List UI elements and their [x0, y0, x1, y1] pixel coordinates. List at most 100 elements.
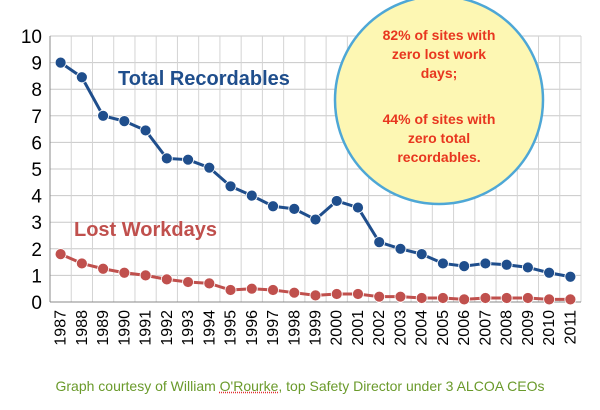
x-tick-label: 2008 [499, 310, 516, 346]
data-point [309, 289, 322, 302]
axes [49, 36, 581, 303]
data-point [415, 292, 428, 304]
x-tick-labels: 1987 1988 1989 1990 1991 1992 1993 1994 1995 1996… [53, 310, 580, 346]
credit-text-after: , top Safety Director under 3 ALCOA CEOs [278, 378, 545, 394]
x-tick-label: 1987 [53, 310, 70, 346]
data-point [309, 213, 322, 226]
y-tick-label: 1 [31, 266, 42, 287]
data-point [245, 189, 258, 202]
x-tick-label: 1994 [201, 310, 218, 346]
data-point [224, 284, 237, 296]
data-point [97, 262, 109, 275]
data-point [182, 153, 194, 166]
data-point [54, 56, 67, 69]
data-point [245, 282, 258, 295]
credit-text-before: Graph courtesy of William [55, 378, 220, 394]
y-tick-label: 7 [31, 107, 42, 128]
data-point [522, 292, 534, 304]
callout-line-4: 44% of sites with [383, 111, 496, 127]
x-tick-label: 1998 [286, 310, 303, 346]
x-tick-label: 1995 [223, 310, 240, 346]
x-tick-label: 1996 [244, 310, 261, 346]
y-tick-label: 6 [31, 133, 42, 154]
data-point [288, 286, 301, 299]
data-point [54, 248, 67, 261]
y-tick-label: 3 [31, 213, 42, 234]
data-point [479, 257, 492, 270]
data-point [394, 290, 407, 303]
y-tick-label: 0 [31, 293, 42, 314]
data-point [330, 195, 343, 207]
data-point [479, 292, 492, 304]
y-tick-label: 9 [31, 54, 42, 75]
x-tick-label: 1992 [159, 310, 176, 346]
y-tick-label: 5 [31, 160, 42, 181]
x-tick-label: 1989 [95, 310, 112, 346]
callout-line-6: recordables. [397, 149, 480, 165]
x-tick-label: 1988 [74, 310, 91, 346]
data-point [500, 292, 513, 304]
y-tick-label: 10 [21, 27, 42, 48]
callout-line-1: 82% of sites with [383, 27, 496, 43]
y-tick-labels: 0 1 2 3 4 5 6 7 8 9 10 [21, 27, 43, 314]
data-point [288, 202, 301, 215]
series-lines [54, 56, 577, 306]
x-tick-label: 2009 [520, 310, 537, 346]
data-point [75, 257, 88, 270]
x-tick-label: 2000 [329, 310, 346, 346]
x-tick-label: 1990 [116, 310, 133, 346]
data-point [458, 293, 471, 306]
y-tick-label: 8 [31, 80, 42, 101]
x-tick-label: 1993 [180, 310, 197, 346]
x-tick-label: 1991 [138, 310, 155, 346]
y-tick-label: 2 [31, 240, 42, 261]
callout-circle [333, 0, 545, 206]
credit-name: O'Rourke [219, 378, 279, 394]
data-point [118, 266, 131, 279]
data-point [139, 269, 152, 282]
data-point [182, 276, 194, 288]
x-tick-label: 2007 [477, 310, 494, 346]
data-point [437, 292, 449, 304]
callout-line-2: zero lost work [392, 46, 486, 62]
callout-line-3: days; [421, 65, 458, 81]
data-point [437, 257, 449, 270]
data-point [564, 270, 577, 283]
x-tick-label: 2010 [541, 310, 558, 346]
callout-bubble: 82% of sites with zero lost work days; 4… [333, 0, 545, 206]
data-point [352, 288, 364, 300]
x-tick-label: 2003 [392, 310, 409, 346]
x-tick-label: 2005 [435, 310, 452, 346]
x-tick-label: 2006 [456, 310, 473, 346]
data-point [543, 266, 556, 279]
data-point [118, 115, 131, 128]
data-point [75, 71, 88, 84]
series-label-total-recordables: Total Recordables [118, 68, 290, 90]
data-point [373, 290, 386, 303]
data-point [500, 258, 513, 271]
data-point [352, 201, 364, 214]
x-tick-label: 2011 [562, 310, 579, 345]
y-tick-label: 4 [31, 187, 42, 208]
data-point [203, 277, 216, 290]
data-point [543, 293, 556, 306]
data-point [139, 124, 152, 137]
data-point [267, 200, 279, 213]
data-point [522, 261, 534, 274]
x-tick-label: 1999 [308, 310, 325, 346]
x-tick-label: 2001 [350, 310, 367, 346]
series-label-lost-workdays: Lost Workdays [74, 219, 217, 241]
data-point [203, 161, 216, 174]
data-point [415, 248, 428, 261]
data-point [330, 288, 343, 300]
data-point [267, 284, 279, 296]
data-point [97, 109, 109, 122]
data-point [373, 236, 386, 249]
data-point [458, 260, 471, 272]
data-point [160, 273, 173, 286]
x-tick-label: 2002 [371, 310, 388, 346]
data-point [394, 242, 407, 255]
callout-line-5: zero total [408, 130, 470, 146]
data-point [160, 152, 173, 165]
